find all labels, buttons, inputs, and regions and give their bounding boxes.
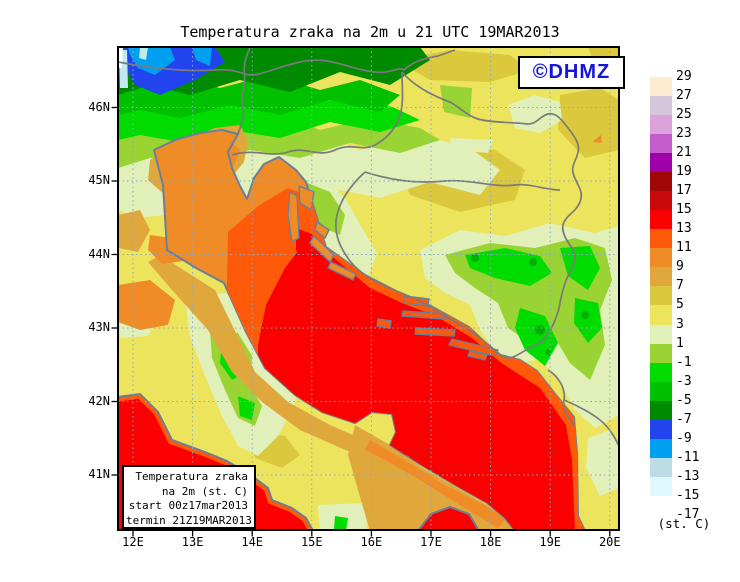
info-box-line: na 2m (st. C) <box>161 484 248 498</box>
colorbar-tick-label: 21 <box>676 145 692 161</box>
x-axis-label: 19E <box>539 535 562 549</box>
info-box-line: termin 21Z19MAR2013 <box>126 513 252 527</box>
x-axis-label: 17E <box>420 535 442 549</box>
colorbar-tick-label: 1 <box>676 335 684 351</box>
colorbar-tick-label: 9 <box>676 259 684 275</box>
page-title: Temperatura zraka na 2m u 21 UTC 19MAR20… <box>180 23 560 41</box>
colorbar-unit-label: (st. C) <box>657 516 711 531</box>
colorbar-swatch <box>650 305 672 325</box>
colorbar-tick-label: 3 <box>676 316 684 332</box>
colorbar-tick-label: 13 <box>676 221 692 237</box>
colorbar-swatch <box>650 134 672 154</box>
x-axis-label: 18E <box>479 535 502 549</box>
colorbar-tick-label: 15 <box>676 202 692 218</box>
colorbar-tick-label: -13 <box>676 468 700 484</box>
colorbar-tick-label: 27 <box>676 88 692 104</box>
colorbar-swatch <box>650 77 672 97</box>
info-box-line: Temperatura zraka <box>135 470 248 483</box>
colorbar-swatch <box>650 343 672 364</box>
y-axis-label: 42N <box>88 393 110 408</box>
colorbar-swatch <box>650 476 672 497</box>
dhmz-watermark-box: ©DHMZ <box>518 56 625 89</box>
colorbar-swatch <box>650 438 672 459</box>
colorbar-tick-label: -15 <box>676 487 700 503</box>
colorbar-tick-label: -11 <box>676 449 700 465</box>
axis-ticks <box>111 106 611 537</box>
colorbar-swatch <box>650 96 672 116</box>
x-axis-label: 16E <box>360 535 383 549</box>
x-axis-label: 14E <box>241 535 264 549</box>
colorbar-tick-label: -5 <box>676 392 692 408</box>
y-axis-label: 41N <box>88 467 110 481</box>
dhmz-label: ©DHMZ <box>532 61 611 83</box>
y-axis-label: 44N <box>88 246 110 261</box>
colorbar-swatch <box>650 115 672 135</box>
info-box-line: start 00z17mar2013 <box>128 499 248 512</box>
colorbar-swatch <box>650 457 672 478</box>
colorbar-tick-label: -9 <box>676 430 692 446</box>
colorbar-tick-label: 11 <box>676 240 692 256</box>
colorbar-swatch <box>650 324 672 345</box>
colorbar-tick-label: 7 <box>676 278 684 294</box>
colorbar-swatch <box>650 419 672 440</box>
x-axis-label: 13E <box>181 535 204 549</box>
y-axis-label: 46N <box>88 99 110 114</box>
country-borders <box>118 47 619 447</box>
islands <box>287 185 499 361</box>
colorbar-tick-label: -17 <box>676 506 700 522</box>
weather-map <box>111 46 620 537</box>
x-axis-label: 20E <box>598 535 621 549</box>
colorbar-tick-label: -1 <box>676 354 692 370</box>
colorbar-tick-label: 19 <box>676 164 692 180</box>
colorbar-swatch <box>650 248 672 268</box>
colorbar-swatch <box>650 153 672 173</box>
colorbar-swatch <box>650 267 672 287</box>
colorbar-tick-label: 25 <box>676 107 692 123</box>
colorbar-tick-label: 5 <box>676 297 684 313</box>
colorbar-tick-label: -7 <box>676 411 692 427</box>
colorbar-swatch <box>650 172 672 192</box>
y-axis-label: 45N <box>88 173 110 187</box>
colorbar-swatch <box>650 400 672 421</box>
colorbar-tick-label: 29 <box>676 69 692 84</box>
map-frame <box>117 46 620 531</box>
x-axis-label: 12E <box>122 535 144 549</box>
colorbar-tick-label: -3 <box>676 373 692 389</box>
colorbar-swatch <box>650 381 672 402</box>
colorbar-tick-label: 23 <box>676 126 692 142</box>
colorbar-swatch <box>650 362 672 383</box>
colorbar-swatch <box>650 210 672 230</box>
colorbar-tick-label: 17 <box>676 183 692 199</box>
colorbar-swatch <box>650 286 672 306</box>
map-fills <box>118 47 619 530</box>
colorbar-swatch <box>650 191 672 211</box>
x-axis-label: 15E <box>300 535 323 549</box>
y-axis-label: 43N <box>88 320 110 334</box>
colorbar-swatch <box>650 229 672 249</box>
info-box: Temperatura zraka na 2m (st. C) start 00z1… <box>122 465 256 529</box>
